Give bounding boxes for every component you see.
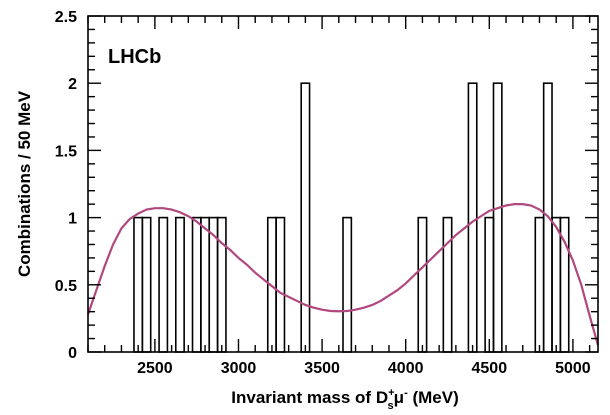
x-tick-label: 2500 [137, 360, 173, 377]
histogram-bin [484, 216, 495, 353]
histogram-bin [174, 216, 185, 353]
x-axis-title-sub: s [388, 400, 394, 412]
y-tick-label: 1.5 [55, 143, 77, 160]
x-axis-title-mu: μ [394, 388, 404, 407]
y-axis-title: Combinations / 50 MeV [15, 90, 34, 277]
y-tick-label: 2.5 [55, 9, 77, 26]
histogram-bin [342, 216, 353, 353]
histogram-bin [191, 216, 202, 353]
experiment-label: LHCb [108, 46, 161, 68]
histogram-bin [133, 216, 144, 353]
x-axis-title-units: (MeV) [408, 388, 459, 407]
histogram-bin [534, 216, 545, 353]
histogram-bin [467, 82, 478, 353]
x-tick-label: 3500 [304, 360, 340, 377]
x-tick-label: 4000 [388, 360, 424, 377]
histogram-bin [216, 216, 227, 353]
x-axis-title-main: Invariant mass of D [231, 388, 388, 407]
axis-ticks [87, 15, 598, 353]
histogram-bin [492, 82, 503, 353]
histogram-bin [442, 216, 453, 353]
y-tick-label: 1 [68, 211, 77, 228]
histogram [133, 82, 570, 353]
x-axis-title-sup: + [388, 387, 394, 399]
fit-curve [86, 203, 600, 346]
histogram-bin [417, 216, 428, 353]
histogram-bin [300, 82, 311, 353]
plot-frame [87, 15, 599, 353]
histogram-bin [158, 216, 169, 353]
x-axis-title-mu-sup: - [404, 387, 408, 399]
histogram-bin [141, 216, 152, 353]
histogram-bin [200, 216, 211, 353]
tick-labels: 2500 3000 3500 4000 4500 5000 0 0.5 1 1.5 2 2.5 [55, 9, 591, 377]
histogram-bin [551, 216, 562, 353]
x-tick-label: 5000 [555, 360, 591, 377]
x-tick-label: 3000 [221, 360, 257, 377]
y-tick-label: 0.5 [55, 278, 77, 295]
y-tick-label: 0 [68, 345, 77, 362]
x-axis-title: Invariant mass of D+ sμ- (MeV) [231, 387, 458, 412]
y-tick-label: 2 [68, 76, 77, 93]
histogram-bin [275, 216, 286, 353]
x-tick-label: 4500 [472, 360, 508, 377]
fit-curve-layer [86, 203, 600, 346]
